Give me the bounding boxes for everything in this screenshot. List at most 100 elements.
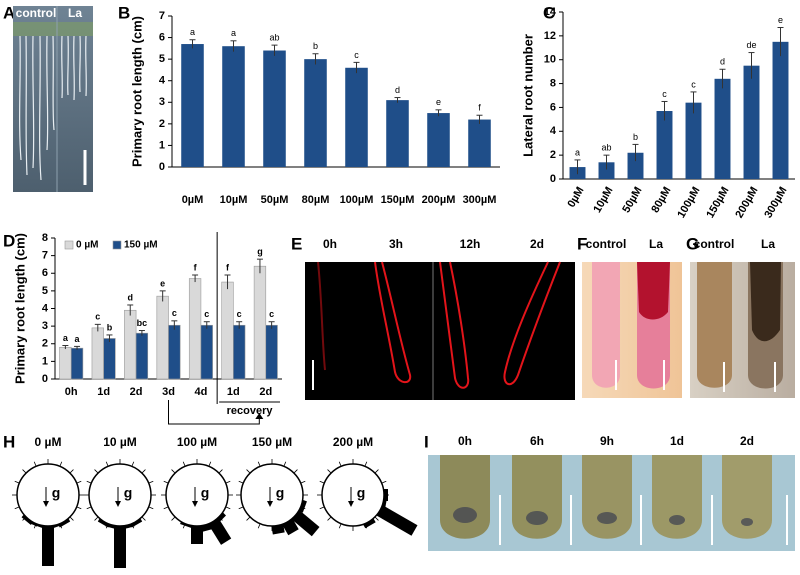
photo-label: 6h: [530, 434, 544, 448]
circle-tick: [225, 506, 231, 510]
arrow-head: [255, 413, 264, 419]
photo-label: 12h: [460, 237, 481, 251]
significance-letter: b: [313, 41, 318, 51]
error-bar: [632, 143, 639, 162]
rose-bar: [299, 499, 307, 513]
legend-swatch: [112, 240, 122, 250]
y-tick-label: 10: [544, 54, 556, 66]
rose-circle: [321, 463, 385, 527]
photo-i: 0h 6h 9h 1d 2d: [428, 434, 795, 551]
bar: [188, 278, 202, 380]
rose-bar: [130, 518, 143, 528]
error-bar: [256, 258, 263, 274]
x-tick-label: 0h: [65, 386, 78, 398]
bar: [304, 59, 327, 168]
significance-letter: bc: [137, 318, 148, 328]
significance-letter: d: [395, 85, 400, 95]
bar: [233, 324, 246, 380]
y-tick-label: 3: [42, 320, 48, 332]
rose-bar: [31, 522, 44, 529]
y-tick-label: 0: [159, 161, 165, 173]
significance-letter: f: [226, 262, 230, 272]
circle-tick: [105, 461, 109, 467]
photo-label: 2d: [530, 237, 544, 251]
photo-label: control: [694, 237, 735, 251]
gravity-arrow-head: [43, 501, 49, 507]
significance-letter: c: [237, 309, 242, 319]
y-tick-label: 8: [550, 77, 556, 89]
bar: [772, 41, 789, 180]
circle-tick: [246, 516, 251, 521]
photo-f: control La: [582, 237, 682, 398]
photo-g: control La: [690, 237, 795, 398]
circle-tick: [14, 506, 20, 510]
stain: [637, 262, 670, 320]
photo-label: 0h: [458, 434, 472, 448]
bar: [200, 324, 213, 380]
significance-letter: g: [257, 247, 263, 257]
error-bar: [171, 320, 178, 330]
significance-letter: e: [436, 97, 441, 107]
x-tick-label: 80µM: [649, 185, 673, 215]
circle-tick: [86, 480, 92, 484]
bar: [222, 46, 245, 168]
significance-letter: a: [190, 27, 195, 37]
bar: [103, 338, 116, 380]
circle-tick: [246, 469, 251, 474]
y-axis-label: Lateral root number: [520, 34, 535, 157]
y-tick-label: 0: [42, 373, 48, 385]
error-bar: [203, 321, 210, 329]
panel-letter: I: [424, 432, 429, 451]
bar: [656, 111, 673, 179]
rose-bar: [58, 518, 71, 528]
gravity-label: g: [124, 485, 133, 501]
circle-tick: [238, 506, 244, 510]
roots: [19, 35, 87, 181]
photo-label: 0h: [323, 237, 337, 251]
error-bar: [312, 53, 319, 65]
significance-letter: c: [95, 312, 100, 322]
significance-letter: ab: [601, 143, 611, 153]
x-tick-label: 0µM: [182, 194, 204, 206]
bar: [685, 102, 702, 179]
x-tick-label: 150µM: [704, 185, 731, 220]
significance-letter: e: [160, 278, 165, 288]
panel-letter: B: [118, 3, 130, 22]
circle-tick: [14, 480, 20, 484]
root-tips: [440, 455, 772, 539]
circle-tick: [338, 523, 342, 529]
rose-bar: [363, 518, 376, 529]
circle-tick: [327, 469, 332, 474]
circle-tick: [319, 480, 325, 484]
rose-bar: [180, 522, 193, 529]
gravity-label: g: [52, 485, 61, 501]
x-tick-label: 0µM: [565, 185, 586, 210]
significance-letter: c: [691, 79, 696, 89]
y-tick-label: 1: [42, 355, 48, 367]
circle-tick: [319, 506, 325, 510]
gravity-arrow-head: [115, 501, 121, 507]
error-bar: [603, 154, 610, 170]
bar: [265, 324, 278, 380]
circle-tick: [208, 461, 212, 467]
photo-label: La: [649, 237, 663, 251]
circle-tick: [69, 516, 74, 521]
error-bar: [476, 114, 483, 124]
significance-letter: f: [194, 262, 198, 272]
rose-circle: [88, 463, 152, 527]
bar: [427, 113, 450, 167]
photo-label: 2d: [740, 434, 754, 448]
stain: [750, 262, 781, 342]
y-tick-label: 2: [42, 338, 48, 350]
y-tick-label: 5: [42, 285, 48, 297]
rose-title: 10 µM: [103, 435, 137, 449]
rose-circle: [16, 463, 80, 527]
rose-title: 100 µM: [177, 435, 217, 449]
bar: [263, 50, 286, 168]
circle-tick: [300, 480, 306, 484]
circle-tick: [171, 516, 176, 521]
x-tick-label: 2d: [130, 386, 143, 398]
photo-label: control: [586, 237, 627, 251]
x-tick-label: 4d: [195, 386, 208, 398]
y-tick-label: 5: [159, 53, 165, 65]
